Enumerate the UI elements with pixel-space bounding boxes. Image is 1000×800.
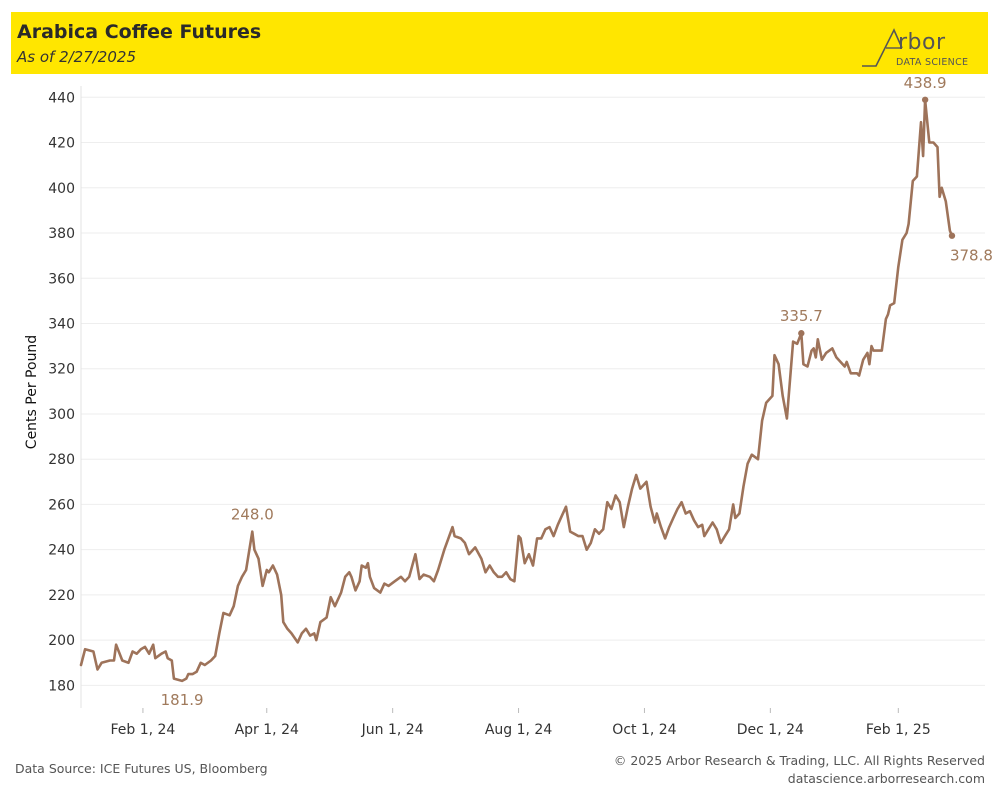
- chart-title: Arabica Coffee Futures: [17, 21, 262, 43]
- annotation-label: 335.7: [780, 307, 823, 325]
- y-tick-label: 300: [48, 407, 75, 423]
- y-tick-label: 280: [48, 452, 75, 468]
- gridlines: [81, 96, 985, 686]
- x-tick-label: Apr 1, 24: [235, 722, 299, 738]
- y-tick-label: 440: [48, 90, 75, 106]
- y-axis: 180 200 220 240 260 280 300 320 340 360 380 400 420 4…: [48, 90, 75, 694]
- logo-mark-icon: [862, 28, 903, 67]
- y-tick-label: 240: [48, 543, 75, 559]
- annotation-label: 181.9: [161, 691, 204, 709]
- x-tick-label: Aug 1, 24: [485, 722, 553, 738]
- y-tick-label: 320: [48, 362, 75, 378]
- y-tick-label: 340: [48, 316, 75, 332]
- y-tick-label: 400: [48, 181, 75, 197]
- logo-tagline: DATA SCIENCE: [896, 57, 969, 68]
- x-axis: Feb 1, 24 Apr 1, 24 Jun 1, 24 Aug 1, 24 Oct …: [110, 708, 931, 738]
- website-link[interactable]: datascience.arborresearch.com: [787, 771, 985, 786]
- y-tick-label: 260: [48, 497, 75, 513]
- y-tick-label: 220: [48, 588, 75, 604]
- annotation-label: 248.0: [231, 506, 274, 524]
- y-tick-label: 200: [48, 633, 75, 649]
- annotations: 248.0 181.9 335.7 438.9 378.8: [161, 74, 993, 709]
- footer-credits: © 2025 Arbor Research & Trading, LLC. Al…: [614, 752, 985, 788]
- x-tick-label: Feb 1, 24: [110, 722, 175, 738]
- line-chart: 180 200 220 240 260 280 300 320 340 360 380 400 420 4…: [24, 74, 993, 738]
- x-tick-label: Oct 1, 24: [612, 722, 676, 738]
- x-tick-label: Jun 1, 24: [361, 722, 424, 738]
- annotation-label: 378.8: [950, 247, 993, 265]
- annotation-marker: [948, 232, 956, 239]
- chart-header: Arabica Coffee Futures As of 2/27/2025 r…: [11, 12, 988, 74]
- copyright-text: © 2025 Arbor Research & Trading, LLC. Al…: [613, 753, 985, 768]
- logo-word: rbor: [898, 30, 946, 55]
- y-tick-label: 380: [48, 226, 75, 242]
- chart-subtitle: As of 2/27/2025: [17, 48, 136, 66]
- x-tick-label: Feb 1, 25: [866, 722, 931, 738]
- arbor-logo: rbor DATA SCIENCE: [862, 18, 972, 70]
- annotation-marker: [921, 96, 929, 103]
- annotation-marker: [798, 330, 805, 337]
- y-axis-label: Cents Per Pound: [24, 335, 40, 449]
- series-line-arabica: [79, 98, 954, 683]
- y-tick-label: 420: [48, 136, 75, 152]
- data-source: Data Source: ICE Futures US, Bloomberg: [15, 761, 268, 776]
- y-tick-label: 360: [48, 271, 75, 287]
- x-tick-label: Dec 1, 24: [737, 722, 804, 738]
- y-tick-label: 180: [48, 678, 75, 694]
- annotation-label: 438.9: [904, 74, 947, 92]
